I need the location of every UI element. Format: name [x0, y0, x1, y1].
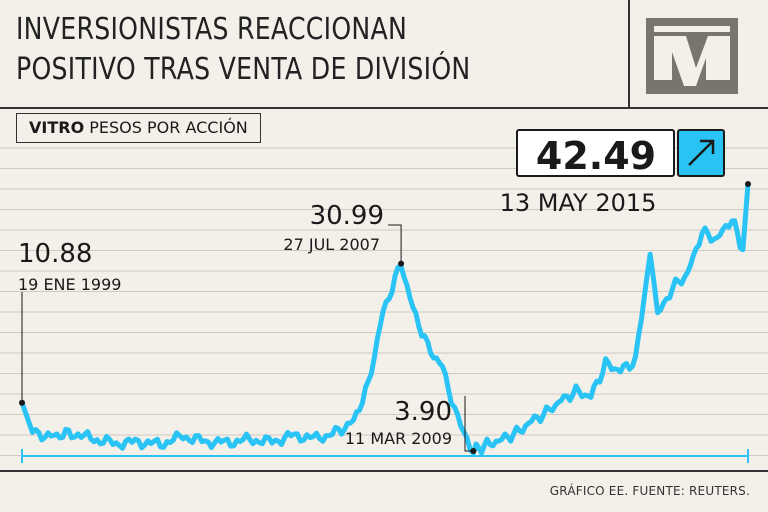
- series-name: VITRO: [29, 118, 85, 137]
- arrow-up-right-icon-head: [700, 139, 715, 154]
- divider-vertical: [628, 0, 630, 108]
- annotation-date-peak: 27 JUL 2007: [283, 235, 380, 254]
- annotation-date-end: 13 MAY 2015: [500, 189, 657, 217]
- point-peak: [398, 260, 405, 267]
- point-low: [470, 448, 477, 454]
- series-line: [19, 181, 751, 456]
- divider-bottom: [0, 470, 768, 472]
- annotation-value-start: 10.88: [18, 239, 92, 269]
- source-note: GRÁFICO EE. FUENTE: REUTERS.: [549, 484, 750, 498]
- headline: INVERSIONISTAS REACCIONAN POSITIVO TRAS …: [16, 10, 520, 90]
- headline-line-1: INVERSIONISTAS REACCIONAN: [16, 12, 408, 47]
- series-unit: PESOS POR ACCIÓN: [89, 118, 248, 137]
- annotation-value-peak: 30.99: [310, 201, 384, 231]
- point-start: [19, 399, 25, 406]
- annotation-value-low: 3.90: [394, 397, 452, 427]
- headline-line-2: POSITIVO TRAS VENTA DE DIVISIÓN: [16, 52, 471, 87]
- ee-logo-icon: [646, 18, 738, 94]
- leader-line-peak: [388, 224, 402, 264]
- last-value-box: [516, 129, 675, 177]
- arrow-up-right-icon: [688, 141, 713, 166]
- annotation-date-start: 19 ENE 1999: [18, 275, 121, 294]
- annotation-value-end: 42.49: [536, 134, 656, 178]
- point-end: [745, 181, 751, 187]
- annotation-date-low: 11 MAR 2009: [345, 429, 452, 448]
- divider-top: [0, 107, 768, 109]
- series-tag: VITRO PESOS POR ACCIÓN: [16, 113, 261, 143]
